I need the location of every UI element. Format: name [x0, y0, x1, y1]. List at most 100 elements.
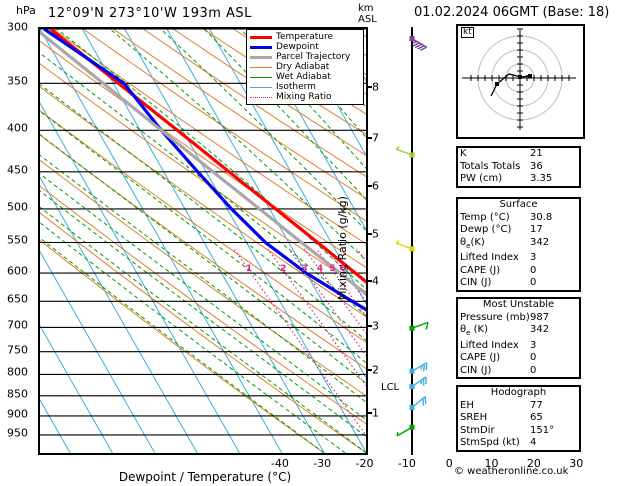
pressure-tick-400: 400	[7, 121, 28, 135]
height-tick-mark	[366, 136, 372, 139]
pressure-tick-800: 800	[7, 365, 28, 379]
info-value: 4	[530, 437, 537, 448]
temperature-tick--30: -30	[313, 457, 332, 470]
surface-parcel-box: Surface Temp (°C) 30.8 Dewp (°C) 17 θe(K) 342 L…	[456, 197, 581, 292]
legend-swatch-parcel-trajectory-icon	[250, 55, 272, 59]
legend-swatch-dewpoint-icon	[250, 45, 272, 49]
info-row: Temp (°C) 30.8	[458, 212, 579, 225]
info-key: CIN (J)	[460, 277, 492, 288]
mixing-ratio-label-1: 1	[245, 264, 253, 274]
info-row: Lifted Index 3	[458, 340, 579, 353]
height-tick-5km: 5	[372, 227, 379, 241]
legend-swatch-dry-adiabat-icon	[250, 66, 272, 68]
info-key: Lifted Index	[460, 339, 519, 351]
temperature-tick-0: 0	[445, 457, 453, 470]
temperature-tick-10: 10	[484, 457, 499, 470]
legend-swatch-mixing-ratio-icon	[250, 96, 272, 98]
info-value: 0	[530, 352, 537, 363]
temperature-tick--40: -40	[270, 457, 289, 470]
info-row: Lifted Index 3	[458, 252, 579, 265]
info-key: PW (cm)	[460, 173, 503, 184]
hodograph-svg	[462, 28, 576, 130]
info-row: θe (K) 342	[458, 324, 579, 340]
legend-item-dewpoint: Dewpoint	[250, 42, 360, 52]
info-row: PW (cm) 3.35	[458, 173, 579, 186]
pressure-tick-650: 650	[7, 292, 28, 306]
info-row: StmDir 151°	[458, 425, 579, 438]
mixing-ratio-axis-title: Mixing Ratio (g/kg)	[336, 196, 349, 300]
right-info-panel: 01.02.2024 06GMT (Base: 18) kt K 21 Totals…	[410, 0, 629, 486]
info-row: CIN (J) 0	[458, 277, 579, 290]
skewt-panel: hPa 12°09'N 273°10'W 193m ASL km ASL Dew…	[7, 3, 583, 484]
height-tick-7km: 7	[372, 131, 379, 145]
legend-label: Isotherm	[276, 82, 316, 92]
legend-item-wet-adiabat: Wet Adiabat	[250, 72, 360, 82]
info-key: CIN (J)	[460, 364, 492, 376]
info-row: EH 77	[458, 400, 579, 413]
height-tick-mark	[366, 279, 372, 282]
legend-label: Wet Adiabat	[276, 72, 331, 82]
most-unstable-parcel-box: Most Unstable Pressure (mb) 987 θe (K) 342 Li…	[456, 297, 581, 379]
height-tick-1km: 1	[372, 406, 379, 420]
info-row: Pressure (mb) 987	[458, 312, 579, 325]
info-value: 65	[530, 412, 543, 423]
info-row: StmSpd (kt) 4	[458, 437, 579, 450]
pressure-tick-600: 600	[7, 264, 28, 278]
mixing-ratio-label-6: 6	[339, 264, 346, 274]
info-value: 0	[530, 264, 537, 276]
legend-item-dry-adiabat: Dry Adiabat	[250, 62, 360, 72]
info-row: K 21	[458, 148, 579, 161]
most-unstable-box-title: Most Unstable	[482, 299, 555, 310]
pressure-tick-500: 500	[7, 200, 28, 214]
info-value: 3	[530, 339, 537, 351]
hodograph-plot: kt	[456, 24, 585, 139]
info-row: Totals Totals 36	[458, 161, 579, 174]
height-tick-mark	[366, 185, 372, 188]
lcl-label: LCL	[381, 382, 400, 393]
hodograph-box-title: Hodograph	[490, 387, 547, 398]
info-row: θe(K) 342	[458, 237, 579, 253]
height-tick-mark	[366, 233, 372, 236]
wind-barbs-svg	[395, 27, 429, 455]
pressure-tick-550: 550	[7, 233, 28, 247]
info-row: CAPE (J) 0	[458, 265, 579, 278]
info-key: Temp (°C)	[460, 211, 510, 223]
info-key: CAPE (J)	[460, 352, 501, 363]
info-value: 342	[530, 236, 550, 248]
info-key: StmDir	[460, 424, 495, 436]
surface-box-title: Surface	[499, 199, 538, 210]
pressure-tick-450: 450	[7, 163, 28, 177]
height-tick-mark	[366, 86, 372, 89]
station-title: 12°09'N 273°10'W 193m ASL	[48, 6, 252, 21]
height-axis-unit-label: km ASL	[358, 3, 377, 25]
info-key: θe(K)	[460, 236, 485, 250]
info-row: Dewp (°C) 17	[458, 224, 579, 237]
info-value: 17	[530, 224, 543, 235]
temperature-tick-20: 20	[526, 457, 541, 470]
info-key: Pressure (mb)	[460, 311, 530, 323]
temperature-tick-30: 30	[569, 457, 584, 470]
pressure-tick-350: 350	[7, 74, 28, 88]
info-key: Dewp (°C)	[460, 224, 512, 235]
info-key: Lifted Index	[460, 252, 519, 263]
legend-swatch-isotherm-icon	[250, 86, 272, 88]
info-value: 30.8	[530, 211, 553, 223]
height-axis-unit-line1: km	[358, 3, 374, 14]
mixing-ratio-label-3: 3	[301, 264, 308, 274]
legend-item-mixing-ratio: Mixing Ratio	[250, 92, 360, 102]
pressure-tick-300: 300	[7, 20, 28, 34]
hodograph-stats-box: Hodograph EH 77 SREH 65 StmDir 151° StmSpd (kt)…	[456, 385, 581, 452]
legend-item-isotherm: Isotherm	[250, 82, 360, 92]
info-row: CAPE (J) 0	[458, 352, 579, 365]
info-key: SREH	[460, 412, 488, 423]
info-value: 21	[530, 148, 543, 159]
temperature-tick--20: -20	[355, 457, 374, 470]
info-value: 77	[530, 399, 543, 411]
model-run-title: 01.02.2024 06GMT (Base: 18)	[414, 5, 610, 20]
info-key: Totals Totals	[460, 160, 521, 172]
hodograph-unit-label: kt	[461, 27, 474, 38]
info-value: 151°	[530, 424, 555, 436]
mixing-ratio-label-5: 5	[329, 264, 336, 274]
height-tick-mark	[366, 412, 372, 415]
